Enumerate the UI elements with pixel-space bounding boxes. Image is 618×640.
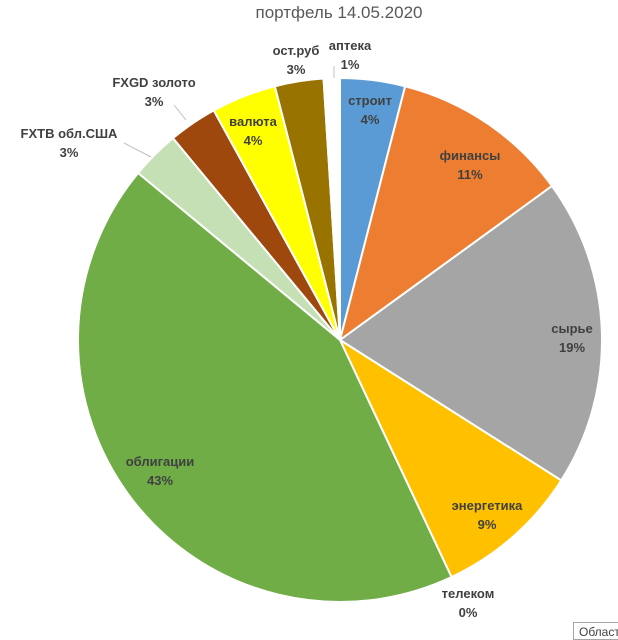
- pie-slice-10: [322, 76, 341, 341]
- leader-line-6: [123, 142, 152, 158]
- slice-percent-4: 0%: [459, 605, 478, 620]
- slice-percent-9: 3%: [287, 62, 306, 77]
- slice-label-4: телеком: [442, 586, 495, 601]
- leader-line-7: [173, 104, 187, 121]
- slice-label-9: ост.руб: [273, 43, 320, 58]
- pie-slices: [77, 76, 603, 603]
- slice-label-0: строит: [348, 93, 392, 108]
- slice-label-10: аптека: [329, 38, 372, 53]
- slice-label-8: валюта: [229, 114, 277, 129]
- slice-percent-5: 43%: [147, 473, 173, 488]
- pie-slice-3: [337, 337, 563, 579]
- slice-percent-2: 19%: [559, 340, 585, 355]
- slice-percent-3: 9%: [478, 517, 497, 532]
- slice-label-1: финансы: [440, 148, 501, 163]
- data-labels: строит 4% финансы 11% сырье 19% энергетика 9% те…: [21, 38, 593, 620]
- slice-percent-6: 3%: [60, 145, 79, 160]
- chart-area-tab[interactable]: Област: [573, 622, 618, 640]
- slice-label-2: сырье: [551, 321, 593, 336]
- pie-slice-5: [77, 171, 453, 603]
- slice-percent-1: 11%: [457, 167, 483, 182]
- slice-label-7: FXGD золото: [112, 75, 195, 90]
- slice-percent-7: 3%: [145, 94, 164, 109]
- chart-title: портфель 14.05.2020: [256, 3, 423, 22]
- slice-label-5: облигации: [126, 454, 195, 469]
- slice-label-3: энергетика: [452, 498, 524, 513]
- slice-percent-0: 4%: [361, 112, 380, 127]
- slice-label-6: FXTB обл.США: [21, 126, 119, 141]
- pie-slice-2: [338, 184, 603, 482]
- pie-slice-1: [338, 85, 554, 343]
- label-leader-lines: [123, 66, 335, 158]
- slice-percent-8: 4%: [244, 133, 263, 148]
- slice-percent-10: 1%: [341, 57, 360, 72]
